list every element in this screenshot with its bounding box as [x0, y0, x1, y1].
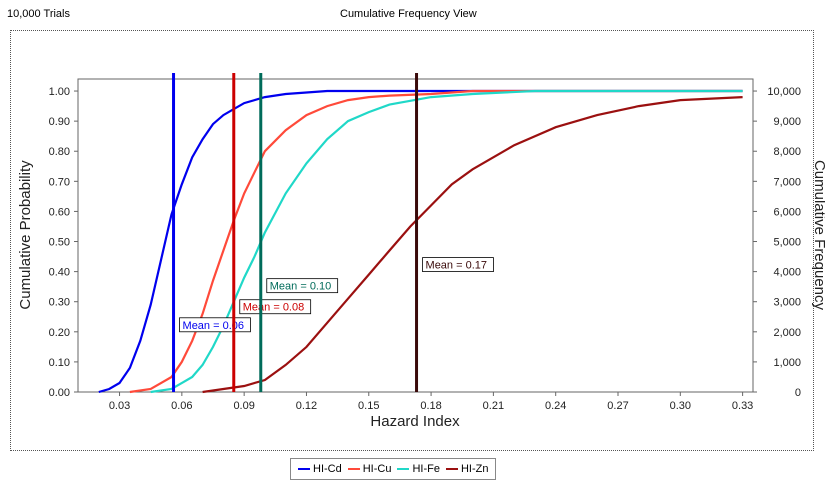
x-tick-label: 0.18	[420, 400, 441, 412]
mean-label-hi-fe: Mean = 0.10	[270, 281, 331, 293]
series-line-hi-zn	[202, 96, 743, 394]
mean-label-hi-cd: Mean = 0.06	[183, 320, 244, 332]
chart-frame	[10, 30, 814, 451]
y-tick-label: 0.90	[49, 116, 70, 128]
mean-markers: Mean = 0.06 Mean = 0.08 Mean = 0.10 Mean = …	[172, 73, 494, 392]
x-tick-label: 0.03	[109, 400, 130, 412]
y-axis-title: Cumulative Probability	[17, 160, 34, 310]
series-curves	[98, 89, 743, 394]
y-tick-label: 0.50	[49, 237, 70, 249]
trials-count: 10,000 Trials	[7, 8, 70, 20]
series-line-hi-fe	[150, 89, 743, 394]
legend-label: HI-Cd	[313, 463, 342, 475]
series-line-hi-cd	[98, 89, 743, 394]
legend-item-hi-cu: HI-Cu	[347, 463, 392, 475]
y-tick-label: 0.40	[49, 267, 70, 279]
y-right-tick-label: 6,000	[773, 206, 801, 218]
mean-label-hi-zn: Mean = 0.17	[426, 260, 487, 272]
chart-legend: HI-Cd HI-Cu HI-Fe HI-Zn	[290, 458, 497, 480]
x-tick-label: 0.12	[296, 400, 317, 412]
y-tick-label: 1.00	[49, 86, 70, 98]
x-tick-label: 0.15	[358, 400, 379, 412]
mean-label-box	[266, 278, 339, 294]
legend-item-hi-cd: HI-Cd	[298, 463, 342, 475]
y-right-tick-label: 2,000	[773, 327, 801, 339]
y-axis-right-ticks: 0 1,000 2,000 3,000 4,000 5,000 6,000 7,000 8,00…	[753, 86, 801, 399]
y-right-tick-label: 3,000	[773, 297, 801, 309]
legend-item-hi-fe: HI-Fe	[397, 463, 440, 475]
y-tick-label: 0.30	[49, 297, 70, 309]
legend-label: HI-Cu	[362, 463, 392, 475]
x-tick-label: 0.27	[607, 400, 628, 412]
legend-swatch	[298, 468, 310, 470]
y-axis-ticks: 0.00 0.10 0.20 0.30 0.40 0.50 0.60 0.70 0.80 0.90…	[49, 86, 78, 399]
x-tick-label: 0.06	[171, 400, 192, 412]
y-right-tick-label: 0	[795, 387, 801, 399]
y-tick-label: 0.80	[49, 146, 70, 158]
y-tick-label: 0.20	[49, 327, 70, 339]
y-right-tick-label: 8,000	[773, 146, 801, 158]
x-axis-title: Hazard Index	[370, 413, 460, 430]
y-tick-label: 0.60	[49, 206, 70, 218]
y-right-tick-label: 1,000	[773, 357, 801, 369]
y-tick-label: 0.10	[49, 357, 70, 369]
y-right-tick-label: 9,000	[773, 116, 801, 128]
y-tick-label: 0.70	[49, 176, 70, 188]
y-tick-label: 0.00	[49, 387, 70, 399]
legend-swatch	[397, 468, 410, 470]
mean-label-hi-cu: Mean = 0.08	[243, 302, 304, 314]
y-right-tick-label: 7,000	[773, 176, 801, 188]
x-tick-label: 0.09	[233, 400, 254, 412]
mean-label-box	[239, 299, 312, 315]
x-tick-label: 0.30	[670, 400, 691, 412]
x-tick-label: 0.24	[545, 400, 566, 412]
mean-label-box	[422, 257, 494, 272]
y-right-tick-label: 4,000	[773, 267, 801, 279]
x-tick-label: 0.33	[732, 400, 753, 412]
legend-swatch	[347, 468, 360, 470]
legend-swatch	[445, 468, 458, 470]
legend-label: HI-Zn	[460, 463, 489, 475]
y-right-tick-label: 10,000	[767, 86, 801, 98]
legend-label: HI-Fe	[412, 463, 440, 475]
legend-item-hi-zn: HI-Zn	[445, 463, 489, 475]
x-axis-ticks: 0.03 0.06 0.09 0.12 0.15 0.18 0.21 0.24 0.27 0.30…	[109, 392, 753, 412]
x-tick-label: 0.21	[483, 400, 504, 412]
y-right-tick-label: 5,000	[773, 237, 801, 249]
series-line-hi-cu	[129, 89, 743, 394]
y-axis-right-title: Cumulative Frequency	[811, 160, 825, 311]
view-title: Cumulative Frequency View	[340, 8, 477, 20]
